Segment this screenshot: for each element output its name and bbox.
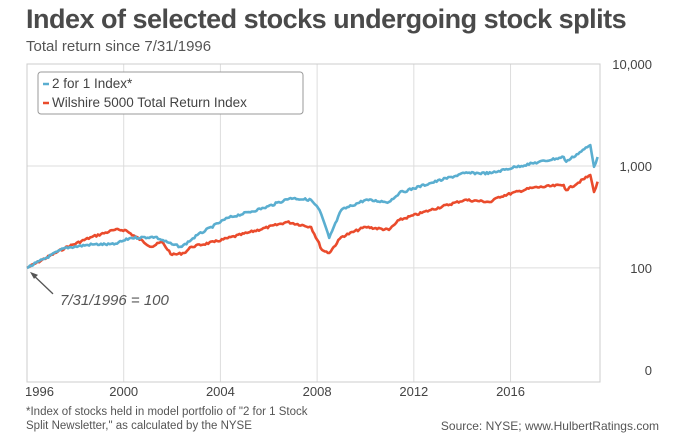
y-tick-label: 1,000 (619, 159, 652, 174)
x-tick-label: 2012 (399, 384, 428, 399)
legend-box (37, 71, 304, 115)
source-note: Source: NYSE; www.HulbertRatings.com (440, 419, 659, 433)
footnote-line-2: Split Newsletter," as calculated by the … (26, 420, 252, 432)
series-line (26, 143, 599, 270)
x-tick-label: 1996 (25, 384, 54, 399)
y-tick-label: 0 (645, 363, 652, 378)
x-tick-label: 2016 (496, 384, 525, 399)
plot-border (26, 63, 601, 383)
legend-label: 2 for 1 Index* (52, 76, 133, 91)
y-tick-label: 10,000 (612, 57, 652, 72)
legend: 2 for 1 Index* Wilshire 5000 Total Return… (37, 71, 304, 115)
annotation-label: 7/31/1996 = 100 (60, 292, 170, 309)
series-line (26, 173, 599, 270)
chart-title: Index of selected stocks undergoing stoc… (26, 4, 627, 34)
x-tick-label: 2008 (303, 384, 332, 399)
footnote-line-1: *Index of stocks held in model portfolio… (26, 406, 308, 418)
chart-subtitle: Total return since 7/31/1996 (26, 38, 212, 55)
footnote: *Index of stocks held in model portfolio… (26, 405, 308, 433)
x-tick-label: 2004 (206, 384, 235, 399)
legend-label: Wilshire 5000 Total Return Index (52, 95, 247, 110)
x-tick-label: 2000 (109, 384, 138, 399)
annotation-arrowhead (30, 271, 38, 279)
y-tick-label: 100 (630, 261, 652, 276)
